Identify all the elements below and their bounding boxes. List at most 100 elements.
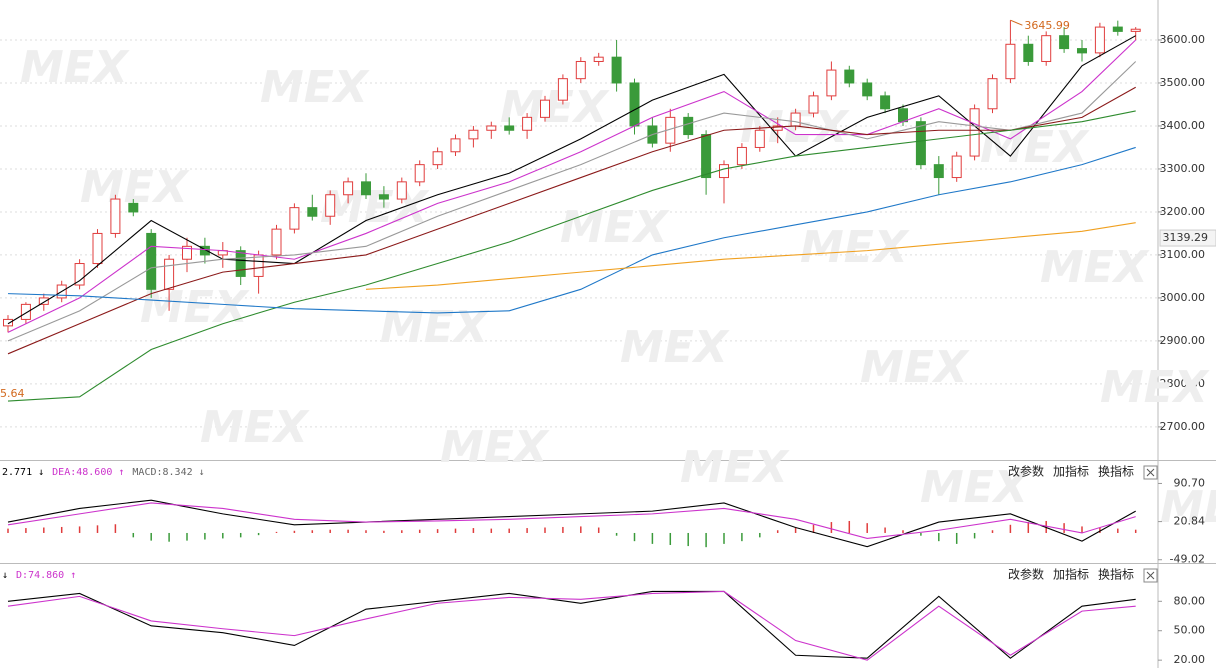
last-price-label: 3139.29: [1163, 231, 1209, 244]
indicator-line: [365, 222, 1136, 290]
watermark: MEX: [620, 322, 730, 373]
candle-body: [110, 198, 121, 234]
close-button[interactable]: [1143, 568, 1158, 583]
watermark: MEX: [920, 462, 1030, 513]
indicator-line: [7, 590, 1136, 661]
candle-body: [540, 99, 550, 118]
candle-body: [1130, 28, 1141, 32]
y-tick-label: 20.00: [1174, 653, 1206, 666]
high-label: 3645.99: [1024, 19, 1070, 32]
candle-body: [1112, 26, 1123, 32]
y-tick-label: 50.00: [1174, 624, 1206, 637]
y-tick-label: 2800.00: [1160, 377, 1206, 390]
candle-body: [611, 56, 622, 84]
candle-body: [1059, 35, 1070, 50]
y-tick-label: 2700.00: [1160, 420, 1206, 433]
indicator-button[interactable]: 加指标: [1053, 567, 1089, 582]
indicator-label: DEA:48.600 ↑: [52, 467, 124, 478]
candle-body: [432, 151, 443, 166]
watermark: MEX: [560, 202, 670, 253]
candle-body: [253, 254, 264, 277]
watermark: MEX: [440, 422, 550, 473]
watermark: MEX: [320, 182, 430, 233]
candle-body: [880, 95, 891, 110]
y-tick-label: 3000.00: [1160, 291, 1206, 304]
y-tick-label: 3400.00: [1160, 119, 1206, 132]
watermark: MEX: [800, 222, 910, 273]
candle-body: [951, 155, 962, 179]
candle-body: [790, 112, 801, 127]
close-icon: [1146, 468, 1155, 477]
candle-body: [271, 228, 282, 256]
indicator-button[interactable]: 改参数: [1008, 567, 1044, 582]
candle-body: [1077, 48, 1087, 54]
candle-body: [844, 69, 855, 84]
candle-body: [128, 202, 139, 213]
candle-body: [1094, 26, 1105, 54]
candle-body: [414, 164, 425, 183]
last-price-box: [1159, 229, 1216, 247]
watermark: MEX: [1160, 482, 1216, 533]
close-button[interactable]: [1143, 465, 1158, 480]
candle-body: [772, 125, 783, 131]
indicator-button[interactable]: 改参数: [1008, 464, 1044, 479]
candle-body: [754, 129, 765, 148]
watermark: MEX: [260, 62, 370, 113]
watermark: MEX: [1040, 242, 1150, 293]
candle-body: [289, 207, 300, 230]
indicator-button[interactable]: 换指标: [1098, 567, 1134, 582]
y-tick-label: 3300.00: [1160, 162, 1206, 175]
candle-body: [701, 134, 712, 179]
y-tick-label: 3200.00: [1160, 205, 1206, 218]
indicator-button[interactable]: 换指标: [1098, 464, 1134, 479]
candle-body: [862, 82, 873, 97]
candle-body: [182, 245, 192, 260]
candle-body: [20, 303, 31, 320]
y-tick-label: 3600.00: [1160, 33, 1206, 46]
indicator-line: [7, 39, 1137, 333]
candle-body: [826, 69, 837, 97]
watermark: MEX: [200, 402, 310, 453]
candle-body: [164, 258, 175, 290]
indicator-line: [7, 61, 1137, 342]
candle-body: [1023, 43, 1034, 62]
indicator-button[interactable]: 加指标: [1053, 464, 1089, 479]
candle-body: [146, 232, 157, 290]
indicator-line: [7, 590, 1136, 659]
high-pointer: [1010, 19, 1023, 26]
candle-body: [933, 164, 944, 179]
candle-body: [557, 78, 568, 101]
candle-body: [522, 116, 533, 131]
candle-body: [898, 108, 908, 123]
watermark: MEX: [1100, 362, 1210, 413]
candle-body: [736, 146, 747, 166]
candle-body: [325, 194, 336, 217]
y-tick-label: 3500.00: [1160, 76, 1206, 89]
indicator-line: [7, 499, 1136, 548]
indicator-line: [7, 502, 1136, 539]
y-tick-label: 3100.00: [1160, 248, 1206, 261]
watermark: MEX: [500, 82, 610, 133]
candle-body: [38, 297, 49, 305]
low-label: 5.64: [0, 387, 25, 400]
watermark: MEX: [140, 282, 250, 333]
y-tick-label: -49.02: [1170, 553, 1205, 566]
candle-body: [361, 181, 371, 196]
indicator-line: [7, 86, 1136, 355]
watermark: MEX: [980, 122, 1090, 173]
y-tick-label: 90.70: [1174, 476, 1206, 489]
candle-body: [343, 181, 354, 196]
y-tick-label: 80.00: [1174, 594, 1206, 607]
indicator-label: MACD:8.342 ↓: [132, 467, 204, 478]
candle-body: [504, 125, 515, 131]
candle-body: [396, 181, 407, 200]
y-tick-label: 2900.00: [1160, 334, 1206, 347]
close-icon: [1146, 571, 1155, 580]
indicator-label: ↓: [2, 570, 8, 581]
candle-body: [450, 138, 461, 153]
candle-body: [486, 125, 497, 131]
candle-body: [683, 116, 694, 136]
candle-body: [575, 60, 586, 80]
candle-body: [235, 250, 246, 277]
